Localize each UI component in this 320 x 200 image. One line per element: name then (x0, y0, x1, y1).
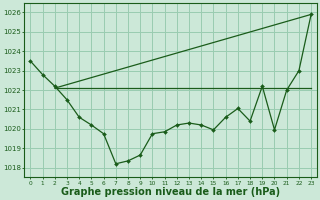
X-axis label: Graphe pression niveau de la mer (hPa): Graphe pression niveau de la mer (hPa) (61, 187, 280, 197)
